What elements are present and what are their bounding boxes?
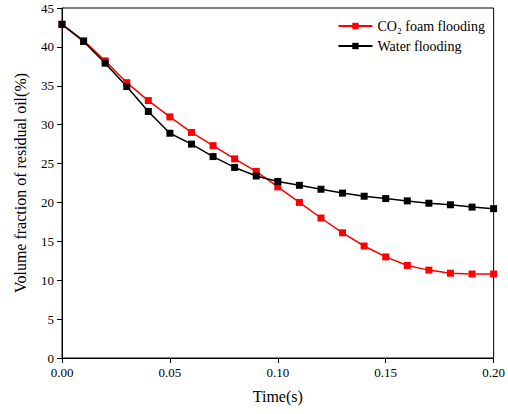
svg-text:Time(s): Time(s) xyxy=(253,388,303,406)
svg-text:30: 30 xyxy=(41,117,54,132)
svg-text:35: 35 xyxy=(41,78,54,93)
svg-text:Water flooding: Water flooding xyxy=(377,39,461,54)
svg-text:0.20: 0.20 xyxy=(482,365,505,380)
svg-text:25: 25 xyxy=(41,156,54,171)
svg-text:0.00: 0.00 xyxy=(51,365,74,380)
svg-text:5: 5 xyxy=(48,312,55,327)
svg-text:0.10: 0.10 xyxy=(266,365,289,380)
svg-text:0.05: 0.05 xyxy=(159,365,182,380)
svg-text:CO₂ foam flooding: CO₂ foam flooding xyxy=(377,19,485,34)
svg-text:20: 20 xyxy=(41,195,54,210)
svg-text:Volume fraction of residual oi: Volume fraction of residual oil(%) xyxy=(12,73,30,293)
svg-text:45: 45 xyxy=(41,1,54,16)
svg-text:40: 40 xyxy=(41,39,54,54)
svg-text:0.15: 0.15 xyxy=(374,365,397,380)
svg-text:0: 0 xyxy=(48,351,55,366)
svg-text:15: 15 xyxy=(41,234,54,249)
svg-text:10: 10 xyxy=(41,273,54,288)
